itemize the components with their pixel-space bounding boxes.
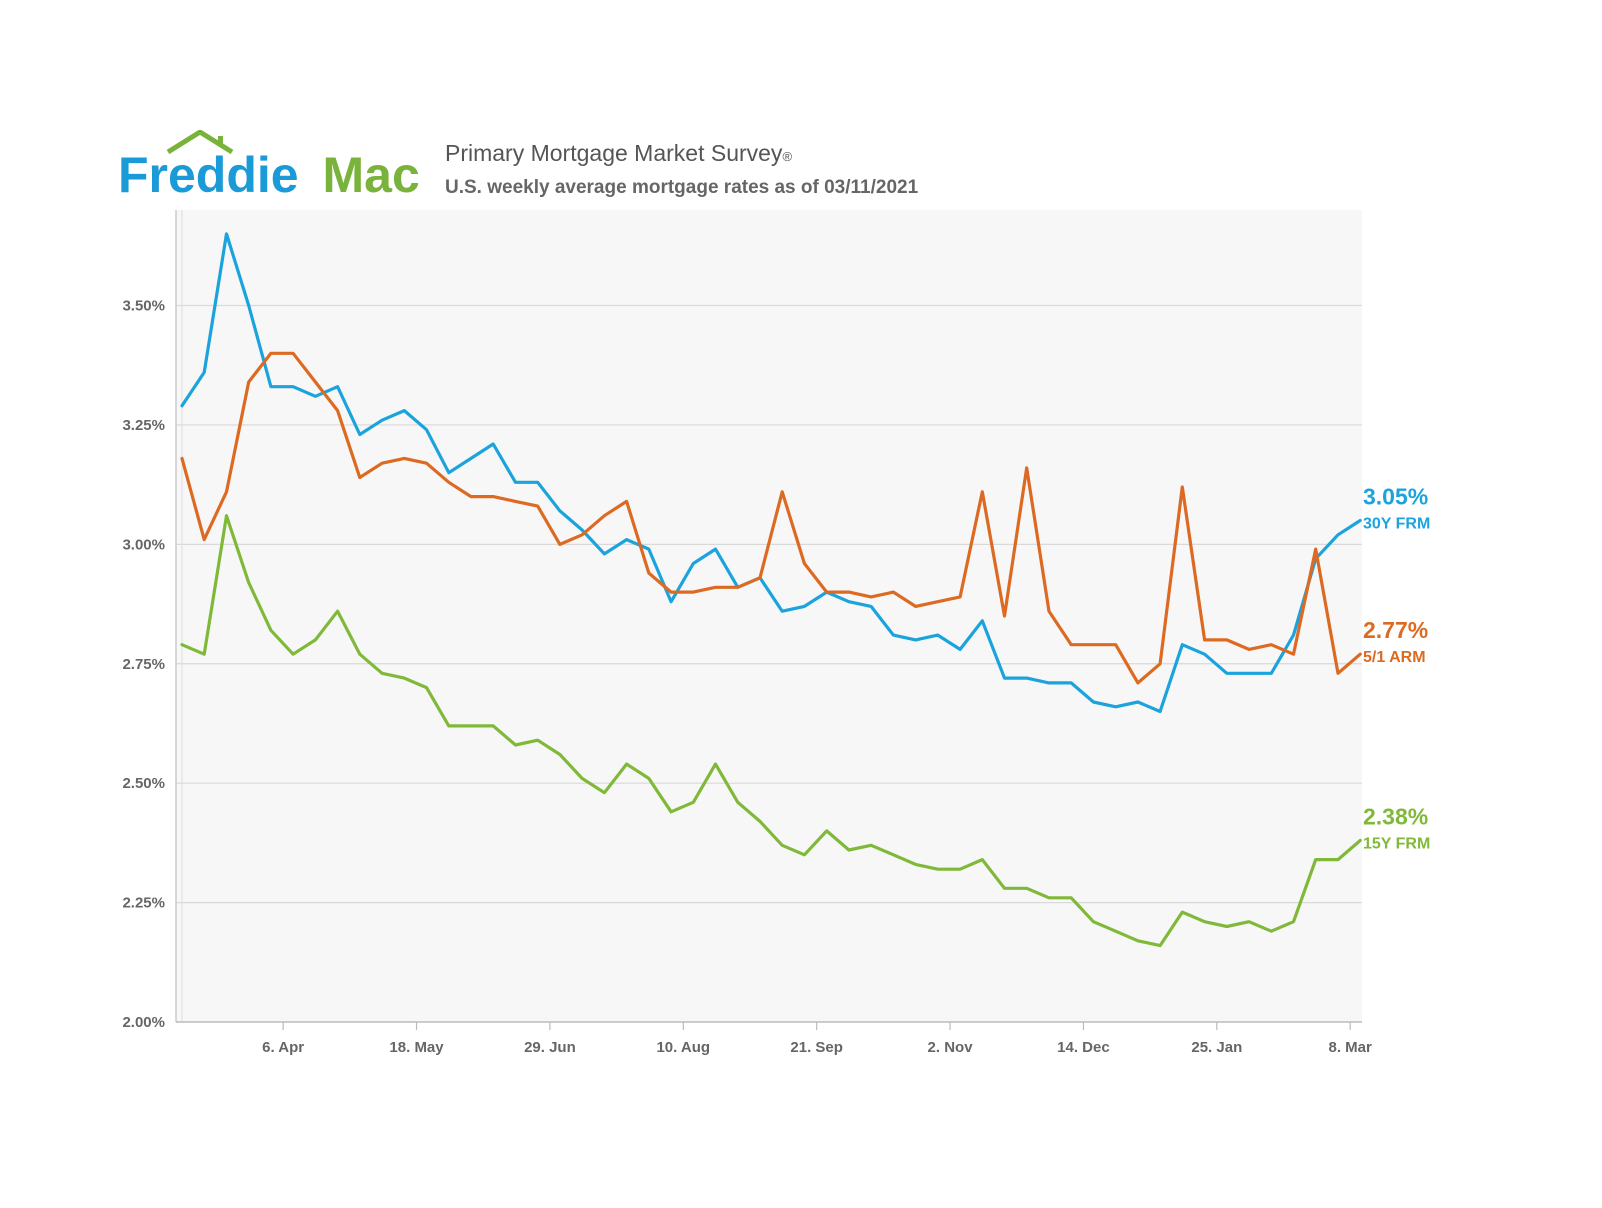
freddie-mac-logo: Freddie Mac bbox=[118, 130, 418, 210]
logo-word-freddie: Freddie bbox=[118, 147, 299, 203]
plot-background bbox=[176, 210, 1362, 1022]
x-tick-label: 14. Dec bbox=[1057, 1039, 1110, 1056]
house-chimney-icon bbox=[218, 136, 223, 146]
x-tick-label: 25. Jan bbox=[1191, 1039, 1242, 1056]
y-tick-label: 3.25% bbox=[122, 417, 165, 434]
x-tick-label: 8. Mar bbox=[1329, 1039, 1373, 1056]
series-end-value: 2.77% bbox=[1363, 617, 1428, 643]
y-tick-label: 3.50% bbox=[122, 298, 165, 315]
freddie-mac-logo-graphic: Freddie Mac bbox=[118, 130, 418, 203]
series-line-5-1-arm bbox=[180, 351, 1362, 685]
x-tick-label: 10. Aug bbox=[656, 1039, 710, 1056]
x-tick-label: 18. May bbox=[389, 1039, 444, 1056]
x-tick-label: 21. Sep bbox=[790, 1039, 843, 1056]
x-tick-label: 2. Nov bbox=[928, 1039, 974, 1056]
survey-subtitle: U.S. weekly average mortgage rates as of… bbox=[445, 177, 919, 198]
registered-mark: ® bbox=[782, 149, 793, 164]
series-line-15y-frm bbox=[180, 514, 1362, 948]
series-end-value: 2.38% bbox=[1363, 803, 1428, 829]
series-line-30y-frm bbox=[180, 232, 1362, 714]
y-tick-label: 2.00% bbox=[122, 1014, 165, 1031]
series-end-name: 5/1 ARM bbox=[1363, 649, 1426, 666]
survey-title: Primary Mortgage Market Survey® bbox=[445, 140, 792, 167]
svg-text:Freddie Mac: Freddie Mac bbox=[118, 147, 418, 203]
x-tick-label: 29. Jun bbox=[524, 1039, 576, 1056]
survey-title-text: Primary Mortgage Market Survey bbox=[445, 140, 783, 166]
x-tick-label: 6. Apr bbox=[262, 1039, 304, 1056]
series-end-name: 15Y FRM bbox=[1363, 835, 1430, 852]
y-tick-label: 2.25% bbox=[122, 895, 165, 912]
series-end-value: 3.05% bbox=[1363, 483, 1428, 509]
logo-word-mac: Mac bbox=[323, 147, 419, 203]
y-tick-label: 2.75% bbox=[122, 656, 165, 673]
y-tick-label: 3.00% bbox=[122, 536, 165, 553]
y-tick-label: 2.50% bbox=[122, 775, 165, 792]
series-end-name: 30Y FRM bbox=[1363, 515, 1430, 532]
